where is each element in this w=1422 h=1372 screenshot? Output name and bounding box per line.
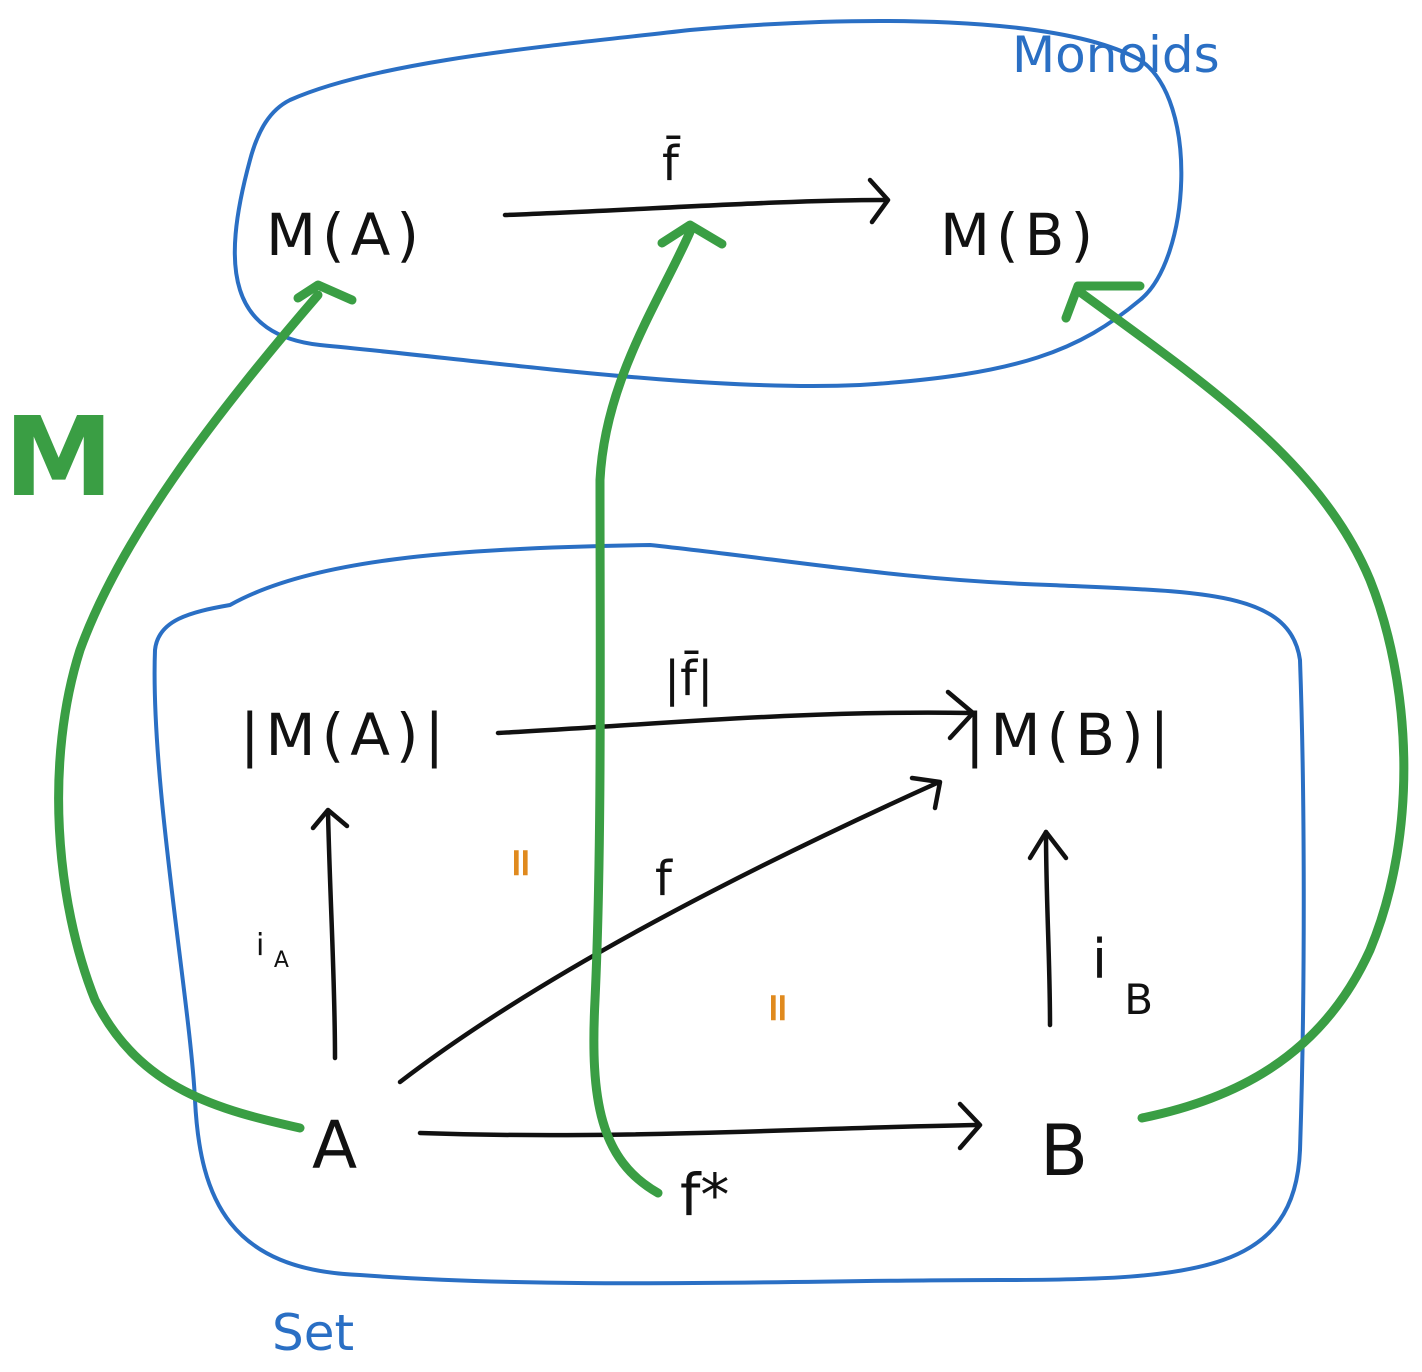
arrow-i-a-head xyxy=(310,807,350,831)
arrow-f-head xyxy=(909,775,943,811)
functor-arrow-f-shaft xyxy=(589,227,695,1198)
functor-arrow-b-shaft xyxy=(1075,287,1409,1123)
object-abs-m-a: |M(A)| xyxy=(240,701,450,769)
functor-arrow-b-head xyxy=(1061,281,1145,323)
morphism-i-b-label: i B xyxy=(1092,928,1153,1024)
arrow-abs-f-bar-shaft xyxy=(495,710,975,736)
object-m-b: M(B) xyxy=(940,201,1099,269)
functor-label: M xyxy=(4,393,113,521)
functor-arrow-f-head xyxy=(657,220,727,249)
morphism-i-a-subscript: A xyxy=(274,948,289,973)
morphism-f-bar-label: f̄ xyxy=(662,135,681,192)
set-region-outline xyxy=(152,543,1306,1286)
arrow-i-a-shaft xyxy=(325,809,338,1061)
arrow-f-shaft xyxy=(397,780,940,1085)
arrow-i-b-head xyxy=(1027,829,1069,861)
morphism-i-a-label: i A xyxy=(256,928,289,973)
morphism-f-label: f xyxy=(655,851,673,907)
arrow-abs-f-bar-head xyxy=(945,689,976,741)
arrow-f-bar-shaft xyxy=(502,197,888,218)
object-a: A xyxy=(312,1107,363,1184)
functor-arrow-a-head xyxy=(293,280,357,305)
functor-arrow-a-shaft xyxy=(54,290,323,1133)
arrow-f-bar-head xyxy=(867,177,891,225)
morphism-i-b-base: i xyxy=(1092,928,1107,991)
object-m-a: M(A) xyxy=(266,201,425,269)
morphism-abs-f-bar-label: |f̄| xyxy=(664,650,713,707)
arrow-f-star-head xyxy=(957,1101,983,1151)
arrow-f-star-shaft xyxy=(417,1122,981,1138)
object-b: B xyxy=(1040,1110,1094,1192)
arrow-i-b-shaft xyxy=(1043,829,1053,1028)
morphism-f-star-label: f* xyxy=(680,1161,729,1229)
monoids-region-outline xyxy=(232,19,1184,388)
object-abs-m-b: |M(B)| xyxy=(965,701,1175,769)
morphism-i-b-subscript: B xyxy=(1124,975,1153,1024)
morphism-i-a-base: i xyxy=(256,928,264,963)
monoids-region-label: Monoids xyxy=(1012,26,1220,84)
equality-mark-left: = xyxy=(498,846,544,880)
equality-mark-right: = xyxy=(755,991,801,1025)
set-region-label: Set xyxy=(272,1304,354,1362)
